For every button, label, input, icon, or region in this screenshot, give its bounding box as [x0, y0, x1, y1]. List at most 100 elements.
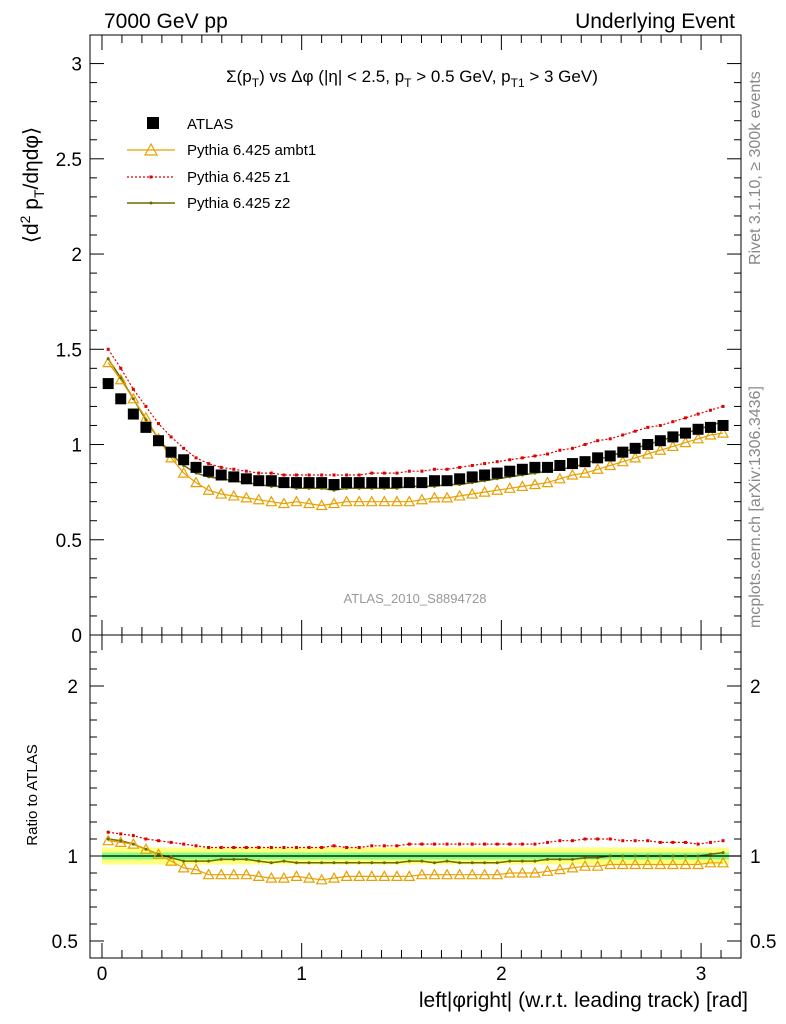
atlas-point	[102, 378, 114, 390]
ratio-z2-point	[708, 852, 712, 856]
atlas-point	[692, 423, 704, 435]
ratio-z2-point	[182, 859, 186, 863]
z1-point	[432, 467, 436, 471]
ratio-ambt1-point	[102, 834, 115, 846]
title-sub: T	[252, 76, 260, 90]
ratio-ambt1-point	[378, 870, 391, 882]
z1-point	[696, 412, 700, 416]
ratio-z1-point	[696, 842, 700, 846]
z1-point	[420, 469, 424, 473]
ratio-ambt1-point	[152, 848, 165, 859]
ratio-z1-point	[219, 846, 223, 849]
ratio-z2-point	[282, 859, 286, 863]
atlas-point	[253, 475, 265, 487]
ylabel-sup: 2	[17, 215, 33, 223]
z1-point	[596, 439, 600, 443]
atlas-point	[529, 461, 541, 473]
ratio-z2-point	[294, 861, 298, 865]
ratio-ambt1-point	[252, 870, 265, 882]
ratio-z1-point	[495, 842, 499, 846]
ratio-z1-point	[182, 842, 186, 846]
z2-point	[106, 357, 110, 361]
header-left: 7000 GeV pp	[104, 10, 228, 33]
ratio-z1-point	[407, 842, 411, 846]
ratio-z1-point	[106, 830, 110, 834]
ambt1-point	[579, 466, 592, 478]
ratio-ambt1-point	[692, 858, 705, 870]
ambt1-point	[139, 411, 152, 423]
ratio-z2-point	[470, 861, 474, 865]
ratio-z2-point	[156, 852, 160, 856]
ambt1-point	[679, 436, 692, 448]
ambt1-point	[353, 495, 366, 507]
atlas-point	[378, 477, 390, 489]
ratio-ambt1-point	[453, 868, 466, 880]
z2-point	[119, 376, 123, 380]
ratio-ambt1-point	[177, 861, 190, 873]
ratio-z2-point	[621, 854, 625, 858]
z1-point	[671, 420, 675, 424]
xtick-label: 3	[696, 964, 707, 985]
z1-point	[182, 446, 186, 450]
ambt1-point	[717, 426, 730, 438]
ytick-label: 1	[71, 436, 82, 457]
ylabel-part: ⟨d	[20, 223, 43, 243]
ambt1-point	[629, 451, 642, 463]
ratio-ambt1-point	[528, 866, 541, 878]
title-sub: T1	[511, 76, 525, 90]
z1-point	[508, 458, 512, 462]
z1-point	[395, 471, 399, 475]
z1-point	[407, 469, 411, 473]
atlas-point	[704, 421, 716, 433]
ratio-ambt1-point	[629, 858, 642, 870]
ratio-z1-point	[533, 842, 537, 846]
z1-point	[520, 456, 524, 460]
ratio-z2-point	[608, 854, 612, 858]
z1-point	[144, 404, 148, 408]
main-ylabel: ⟨d2 pT/dηdφ⟩	[17, 127, 47, 243]
ratio-z1-point	[345, 846, 349, 849]
atlas-point	[667, 431, 679, 443]
z1-point	[219, 465, 223, 469]
legend-label-ambt1: Pythia 6.425 ambt1	[187, 142, 316, 159]
ratio-z2-point	[545, 857, 549, 861]
ratio-ambt1-point	[340, 870, 353, 882]
xtick-label: 2	[496, 964, 507, 985]
ratio-z2-point	[395, 861, 399, 865]
z1-point	[232, 467, 236, 471]
ambt1-point	[692, 432, 705, 444]
ratio-z2-point	[432, 861, 436, 865]
ratio-ambt1-point	[127, 837, 140, 849]
ratio-z2-point	[320, 861, 324, 865]
ambt1-point	[240, 491, 253, 503]
atlas-point	[165, 446, 177, 458]
ratio-z2-point	[570, 857, 574, 861]
atlas-point	[491, 467, 503, 479]
ratio-z1-point	[207, 846, 211, 849]
ratio-z1-point	[708, 840, 712, 844]
atlas-point	[403, 477, 415, 489]
ambt1-point	[290, 495, 303, 507]
ratio-ambt1-point	[478, 868, 491, 880]
ambt1-point	[102, 356, 115, 368]
z1-point	[357, 473, 361, 477]
ratio-z2-point	[357, 861, 361, 865]
ratio-z1-point	[257, 846, 261, 849]
title-part: Σ(p	[226, 67, 252, 86]
z1-point	[545, 452, 549, 456]
mcplots-label: mcplots.cern.ch [arXiv:1306.3436]	[747, 386, 764, 628]
main-title: Σ(pT) vs Δφ (|η| < 2.5, pT > 0.5 GeV, pT…	[226, 67, 598, 90]
ratio-z1-point	[646, 839, 650, 843]
z1-point	[633, 429, 637, 433]
atlas-point	[265, 475, 277, 487]
ratio-ambt1-point	[579, 859, 592, 871]
ratio-z1-point	[282, 846, 286, 849]
atlas-point	[215, 469, 227, 481]
ratio-ambt1-point	[165, 854, 178, 866]
ratio-z1-point	[232, 846, 236, 849]
ratio-z2-point	[382, 861, 386, 865]
ratio-z1-line	[108, 831, 724, 849]
ratio-ambt1-point	[215, 868, 228, 880]
atlas-point	[140, 421, 152, 433]
